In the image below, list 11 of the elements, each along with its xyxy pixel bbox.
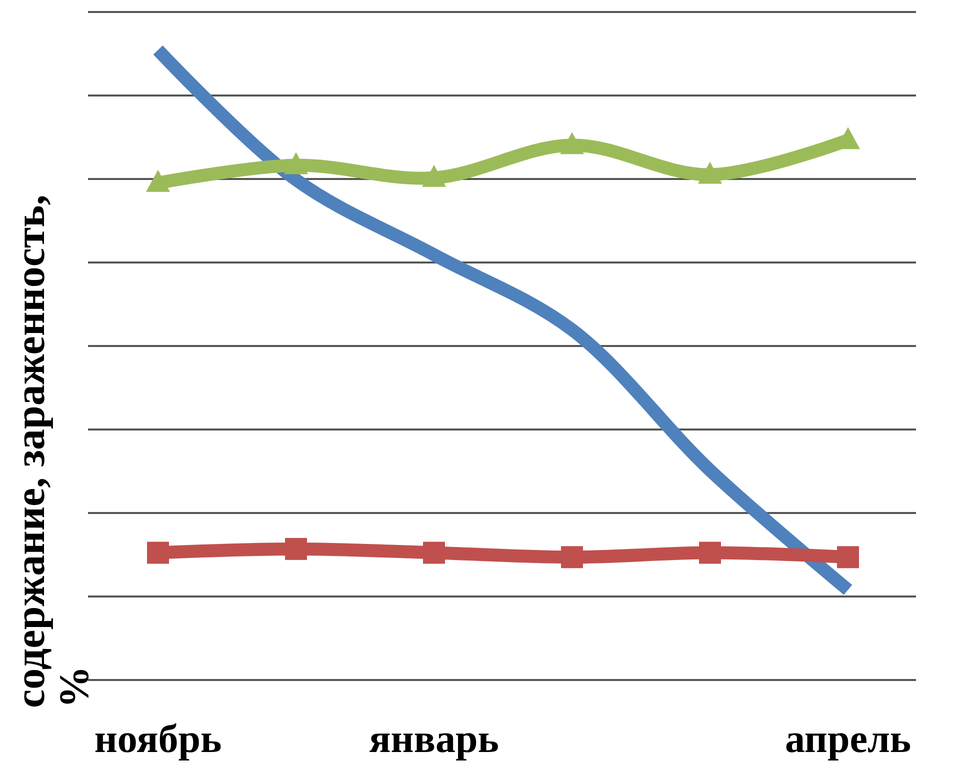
x-tick-label: апрель	[784, 716, 912, 761]
point	[146, 170, 170, 192]
point	[284, 152, 308, 174]
point	[837, 546, 859, 568]
y-axis-title: содержание, зараженность, %	[8, 194, 98, 708]
point	[147, 542, 169, 564]
x-tick-label: ноябрь	[94, 716, 222, 761]
point	[698, 162, 722, 184]
point	[422, 164, 446, 187]
x-tick-label: январь	[369, 716, 499, 761]
point	[560, 132, 584, 154]
